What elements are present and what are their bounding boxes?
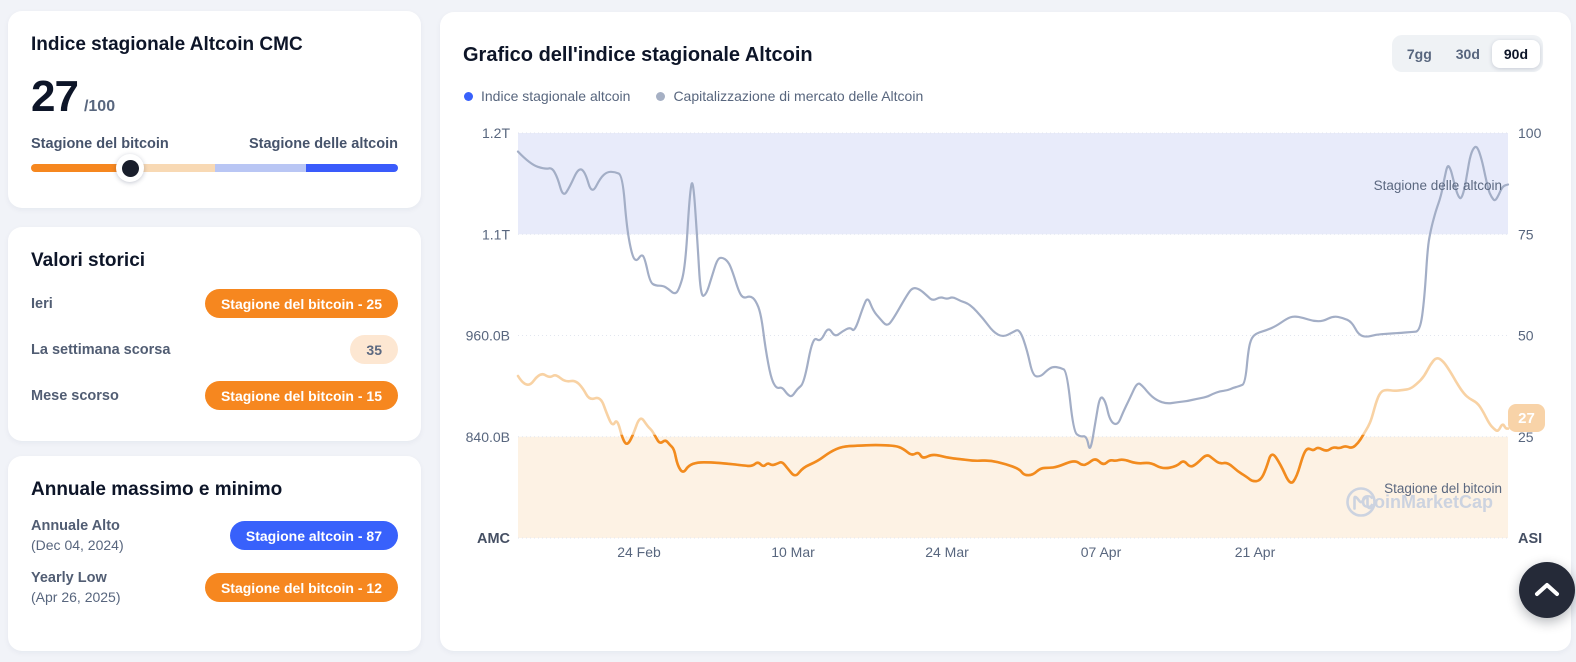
yearly-high-row: Annuale Alto (Dec 04, 2024) Stagione alt…	[31, 518, 398, 553]
svg-text:Stagione delle altcoin: Stagione delle altcoin	[1374, 178, 1502, 193]
svg-text:07 Apr: 07 Apr	[1081, 544, 1122, 560]
svg-text:21 Apr: 21 Apr	[1235, 544, 1276, 560]
chart-legend: Indice stagionale altcoin Capitalizzazio…	[464, 88, 923, 104]
index-value-row: 27 /100	[31, 72, 398, 122]
status-badge: Stagione del bitcoin - 25	[204, 289, 398, 318]
chart-title: Grafico dell'indice stagionale Altcoin	[463, 44, 813, 66]
bitcoin-season-label: Stagione del bitcoin	[31, 136, 169, 152]
marker-dot	[121, 159, 139, 177]
bar-segment-light-orange	[122, 164, 215, 172]
svg-text:AMC: AMC	[477, 531, 511, 547]
svg-text:25: 25	[1518, 429, 1534, 445]
historical-values-card: Valori storici Ieri Stagione del bitcoin…	[8, 227, 421, 441]
svg-text:CoinMarketCap: CoinMarketCap	[1361, 492, 1493, 512]
svg-text:1.1T: 1.1T	[482, 226, 510, 242]
svg-text:24 Mar: 24 Mar	[925, 544, 969, 560]
range-button-7d[interactable]: 7gg	[1395, 40, 1444, 68]
bar-segment-altcoin	[306, 164, 398, 172]
range-card-title: Annuale massimo e minimo	[31, 479, 283, 500]
svg-text:840.0B: 840.0B	[466, 429, 510, 445]
legend-dot-gray	[656, 91, 666, 101]
chart-plot-area[interactable]: 1.2T 1.1T 960.0B 840.0B AMC 100 75 50 25 ASI 24 Fe…	[440, 12, 1571, 651]
yearly-high-label: Annuale Alto	[31, 518, 120, 534]
legend-label: Capitalizzazione di mercato delle Altcoi…	[673, 88, 924, 104]
index-position-marker	[116, 154, 145, 182]
history-row-label: La settimana scorsa	[31, 341, 171, 358]
altcoin-index-card: Indice stagionale Altcoin CMC 27 /100 St…	[8, 11, 421, 208]
history-row: Ieri Stagione del bitcoin - 25	[31, 289, 398, 318]
svg-text:960.0B: 960.0B	[466, 328, 510, 344]
range-button-90d[interactable]: 90d	[1491, 39, 1540, 68]
legend-label: Indice stagionale altcoin	[481, 88, 631, 104]
svg-text:ASI: ASI	[1518, 531, 1542, 547]
svg-text:Stagione del bitcoin: Stagione del bitcoin	[1384, 481, 1502, 496]
yearly-low-label: Yearly Low	[31, 570, 107, 586]
scroll-to-top-button[interactable]	[1519, 562, 1575, 618]
season-gradient-bar	[31, 154, 398, 182]
season-slider-labels: Stagione del bitcoin Stagione delle altc…	[31, 136, 398, 152]
yearly-low-row: Yearly Low (Apr 26, 2025) Stagione del b…	[31, 570, 398, 605]
index-value-suffix: /100	[83, 98, 116, 115]
history-row-label: Mese scorso	[31, 387, 119, 404]
history-card-title: Valori storici	[31, 250, 146, 271]
svg-text:1.2T: 1.2T	[482, 125, 510, 141]
altcoin-season-label: Stagione delle altcoin	[248, 136, 398, 152]
range-button-30d[interactable]: 30d	[1444, 40, 1492, 68]
index-value: 27	[31, 72, 79, 121]
legend-item-marketcap[interactable]: Capitalizzazione di mercato delle Altcoi…	[656, 88, 923, 104]
history-row: Mese scorso Stagione del bitcoin - 15	[31, 381, 398, 410]
svg-text:24 Feb: 24 Feb	[617, 544, 661, 560]
history-row-label: Ieri	[31, 295, 53, 312]
time-range-switcher: 7gg 30d 90d	[1391, 35, 1543, 72]
index-card-title: Indice stagionale Altcoin CMC	[31, 34, 303, 55]
status-badge: 35	[350, 335, 398, 364]
status-badge: Stagione altcoin - 87	[229, 521, 398, 550]
legend-dot-blue	[464, 91, 473, 101]
bar-segment-bitcoin	[31, 164, 123, 172]
bar-segment-light-blue	[214, 164, 307, 172]
svg-text:100: 100	[1518, 125, 1542, 141]
status-badge: Stagione del bitcoin - 12	[204, 573, 398, 602]
svg-text:10 Mar: 10 Mar	[771, 544, 815, 560]
status-badge: Stagione del bitcoin - 15	[204, 381, 398, 410]
yearly-high-date: (Dec 04, 2024)	[31, 537, 124, 553]
svg-text:75: 75	[1518, 226, 1534, 242]
legend-item-index[interactable]: Indice stagionale altcoin	[464, 88, 630, 104]
altcoin-index-chart-card: Grafico dell'indice stagionale Altcoin I…	[440, 12, 1571, 651]
chevron-up-icon	[1535, 583, 1559, 596]
svg-text:50: 50	[1518, 328, 1534, 344]
svg-text:27: 27	[1518, 410, 1535, 427]
yearly-high-low-card: Annuale massimo e minimo Annuale Alto (D…	[8, 456, 421, 651]
history-row: La settimana scorsa 35	[31, 335, 398, 364]
yearly-low-date: (Apr 26, 2025)	[31, 589, 121, 605]
